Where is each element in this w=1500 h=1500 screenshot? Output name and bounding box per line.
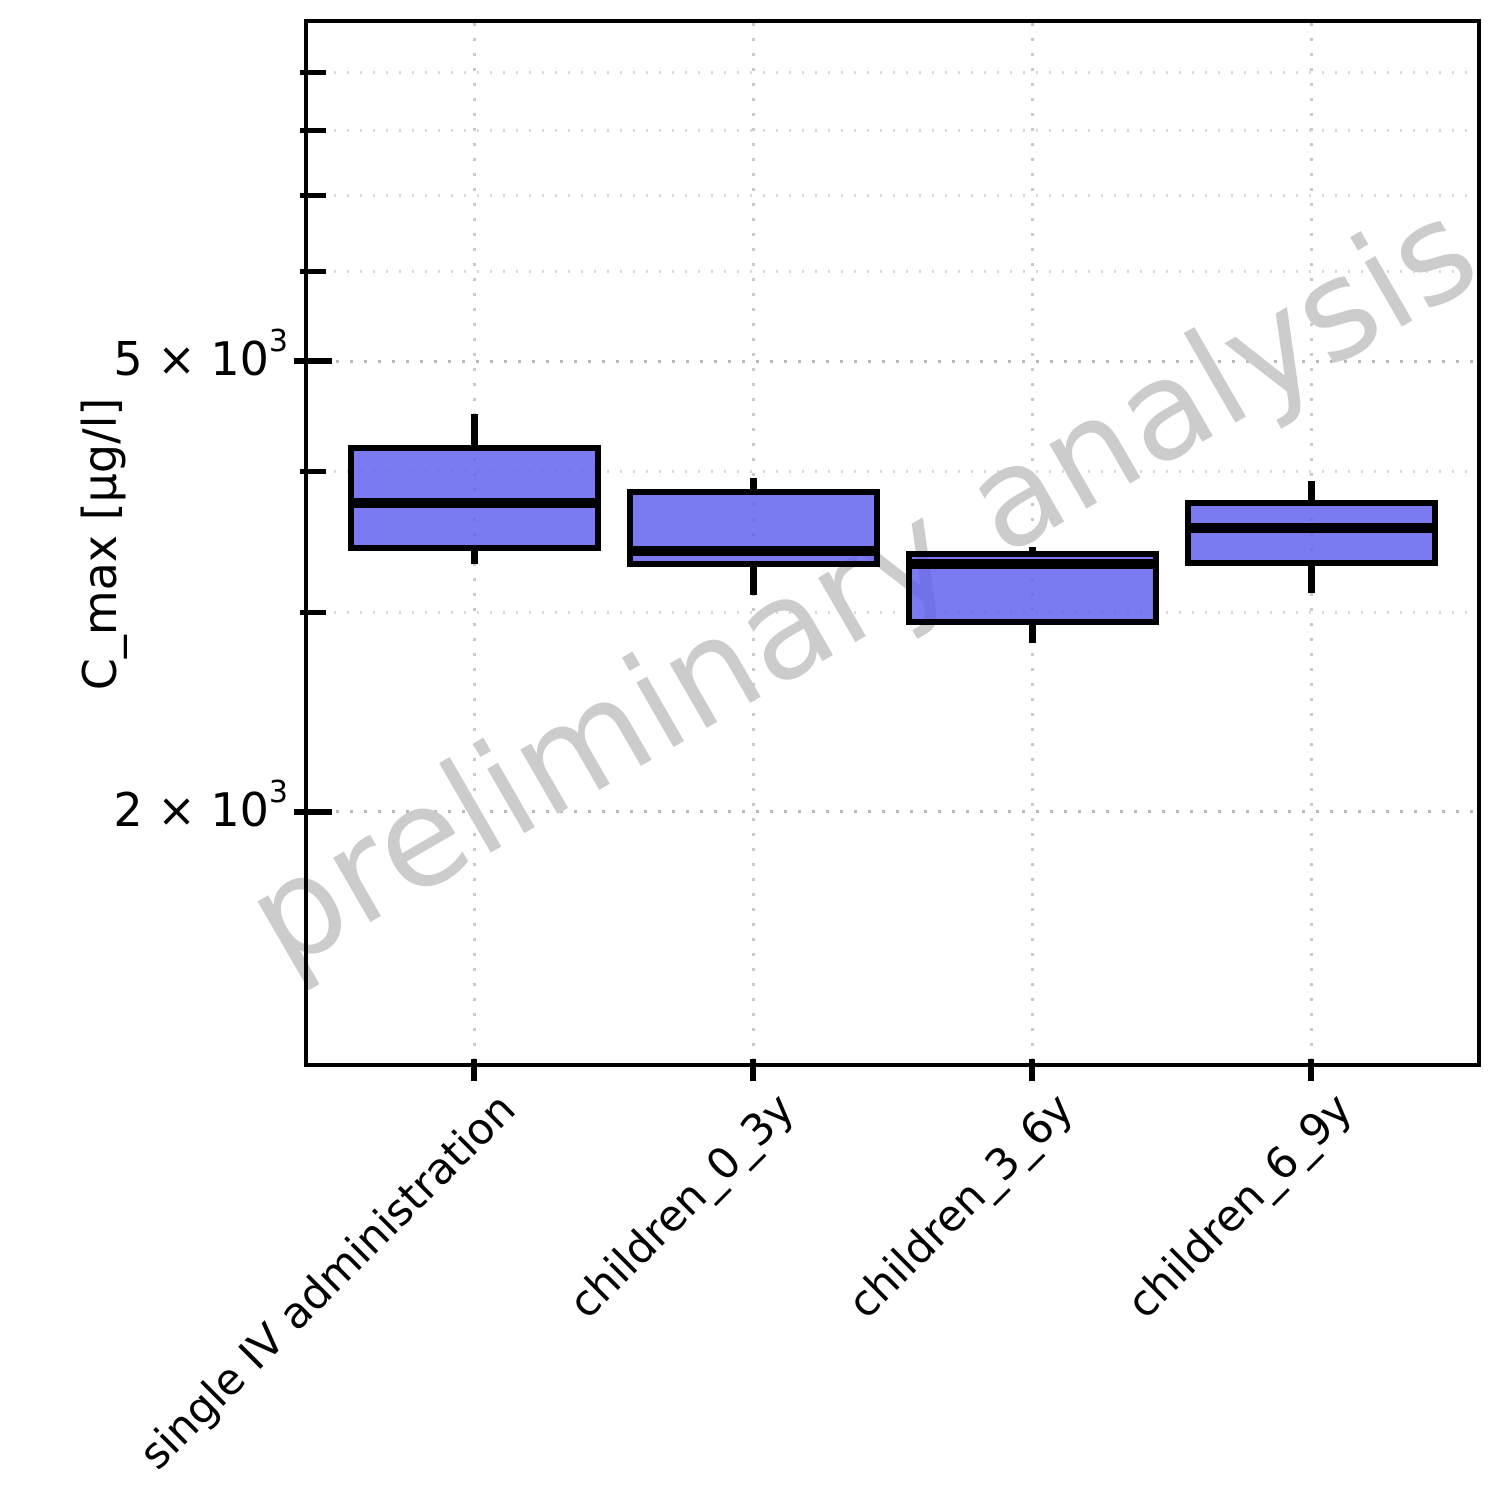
box-whisker-upper	[1028, 546, 1036, 551]
x-tick	[1308, 1059, 1314, 1081]
x-tick	[750, 1059, 756, 1081]
x-tick-label: children_6_9y	[1117, 1084, 1363, 1329]
x-tick-label: children_3_6y	[838, 1084, 1084, 1329]
x-tick	[471, 1059, 477, 1081]
h-gridline	[308, 128, 1477, 132]
v-gridline	[1030, 23, 1034, 1063]
y-tick	[300, 193, 326, 199]
x-tick	[1029, 1059, 1035, 1081]
h-gridline	[308, 194, 1477, 198]
box-whisker-upper	[470, 414, 478, 445]
box-whisker-upper	[749, 478, 757, 489]
y-tick-exponent: 3	[268, 774, 288, 810]
box-whisker-lower	[470, 550, 478, 565]
y-tick	[294, 358, 332, 365]
h-gridline	[308, 359, 1477, 363]
h-gridline	[308, 70, 1477, 74]
h-gridline	[308, 810, 1477, 814]
y-axis-title: C_max [µg/l]	[73, 397, 127, 691]
h-gridline	[308, 469, 1477, 473]
x-tick-label: children_0_3y	[559, 1084, 805, 1329]
box-median	[626, 545, 880, 556]
y-tick	[300, 69, 326, 75]
y-tick-label: 2 × 103	[113, 774, 288, 837]
h-gridline	[308, 610, 1477, 614]
x-tick-label: single IV administration	[130, 1084, 526, 1480]
y-tick	[300, 127, 326, 133]
box-median	[1184, 522, 1438, 533]
h-gridline	[308, 270, 1477, 274]
box-whisker-lower	[1307, 565, 1315, 594]
y-tick	[300, 269, 326, 275]
box-median	[905, 559, 1159, 570]
box-whisker-lower	[749, 567, 757, 595]
y-tick	[300, 609, 326, 615]
y-tick	[294, 808, 332, 815]
box-whisker-lower	[1028, 624, 1036, 643]
box-whisker-upper	[1307, 480, 1315, 500]
y-tick	[300, 468, 326, 474]
box-median	[347, 497, 601, 508]
y-tick-exponent: 3	[268, 324, 288, 360]
y-tick-label: 5 × 103	[113, 324, 288, 387]
